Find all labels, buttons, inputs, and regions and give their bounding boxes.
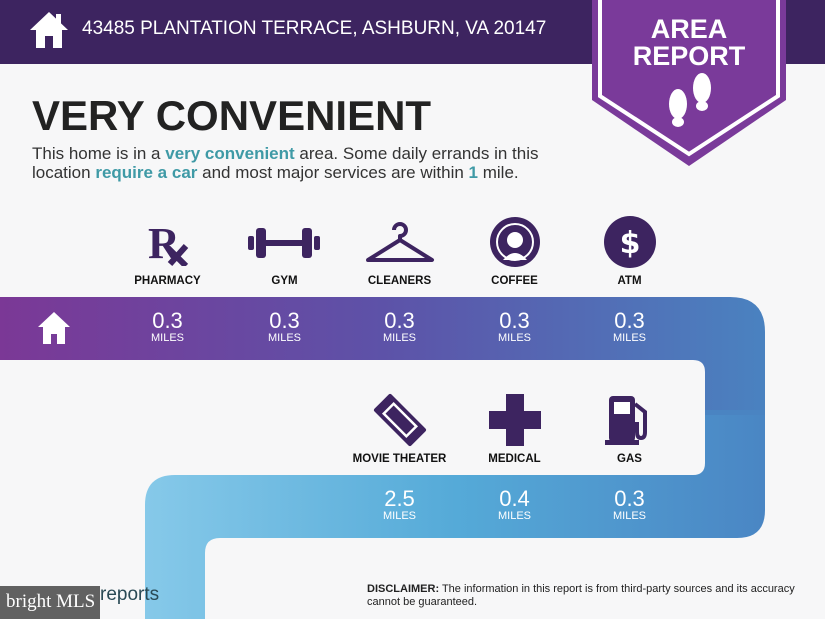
label-medical: MEDICAL xyxy=(488,453,541,465)
dumbbell-icon xyxy=(248,228,320,258)
distance-gas: 0.3 MILES xyxy=(612,486,646,523)
gas-pump-icon xyxy=(605,396,647,445)
label-cleaners: CLEANERS xyxy=(367,275,432,287)
property-address: 43485 PLANTATION TERRACE, ASHBURN, VA 20… xyxy=(82,18,547,39)
distance-atm: 0.3 MILES xyxy=(612,308,646,345)
hanger-icon xyxy=(366,222,434,262)
summary-text: This home is in a very convenient area. … xyxy=(32,144,539,182)
badge-line1: AREA xyxy=(650,14,728,44)
label-gym: GYM xyxy=(271,275,298,287)
distance-medical: 0.4 MILES xyxy=(497,486,531,523)
distance-movie-theater: 2.5 MILES xyxy=(382,486,416,523)
label-movie-theater: MOVIE THEATER xyxy=(352,453,447,465)
page-title: VERY CONVENIENT xyxy=(32,92,432,139)
footprints-icon xyxy=(669,73,711,127)
distance-gym: 0.3 MILES xyxy=(267,308,301,345)
home-icon xyxy=(30,12,68,48)
disclaimer: DISCLAIMER: The information in this repo… xyxy=(367,583,795,608)
ticket-icon xyxy=(373,393,427,447)
area-report-badge xyxy=(592,0,786,166)
distance-cleaners: 0.3 MILES xyxy=(382,308,416,345)
label-pharmacy: PHARMACY xyxy=(134,275,201,287)
label-coffee: COFFEE xyxy=(491,275,538,287)
svg-text:$: $ xyxy=(620,226,641,261)
home-marker-icon xyxy=(38,312,70,344)
brand-logo-text: reports xyxy=(100,584,160,605)
badge-line2: REPORT xyxy=(632,41,746,71)
label-atm: ATM xyxy=(617,275,642,287)
distance-pharmacy: 0.3 MILES xyxy=(150,308,184,345)
medical-cross-icon xyxy=(489,394,541,446)
coffee-logo-icon xyxy=(490,217,540,267)
rx-icon: R xyxy=(148,219,189,266)
label-gas: GAS xyxy=(617,453,642,465)
dollar-icon: $ xyxy=(604,216,656,268)
distance-coffee: 0.3 MILES xyxy=(497,308,531,345)
watermark: bright MLS xyxy=(0,586,100,619)
